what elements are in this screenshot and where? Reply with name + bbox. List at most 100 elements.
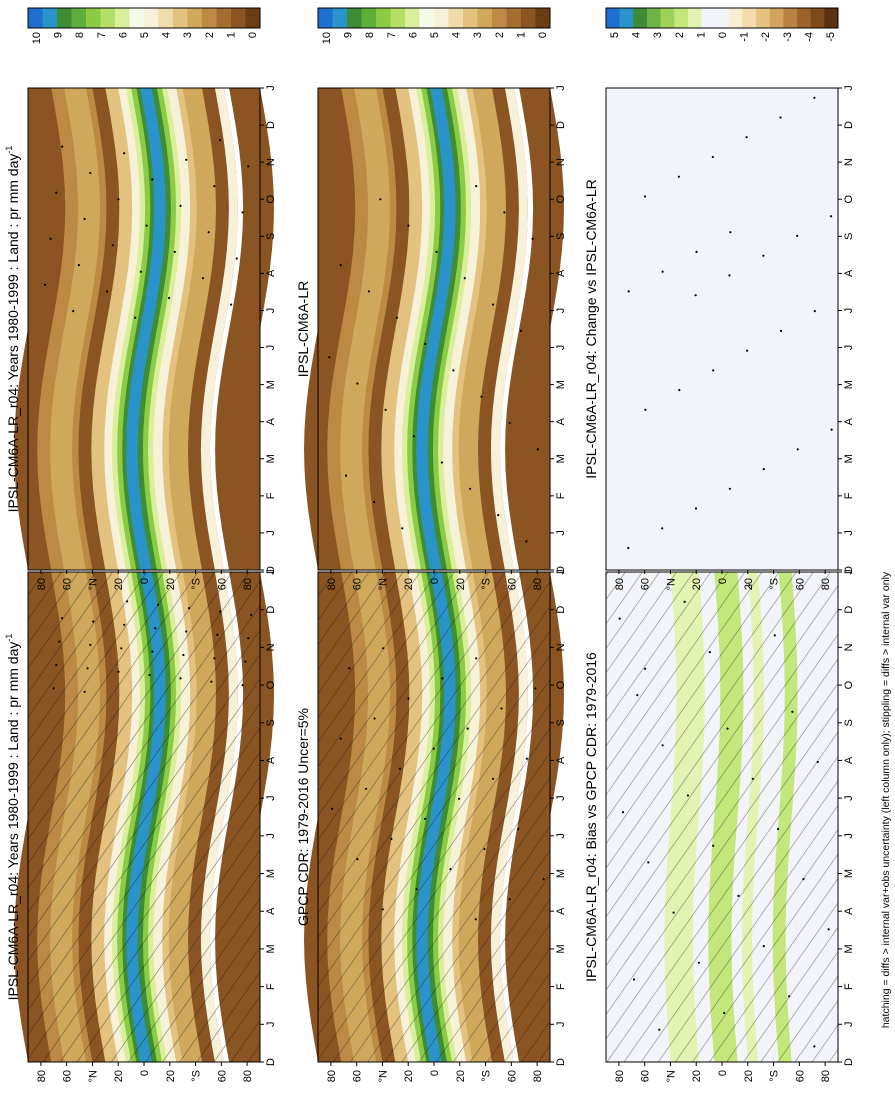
stipple-dot [728, 274, 731, 277]
month-tick-label: D [843, 1058, 855, 1066]
colorbar-tick-label: 2 [674, 32, 686, 38]
colorbar-swatch [715, 8, 730, 28]
month-tick-label: D [843, 606, 855, 614]
stipple-dot [230, 303, 233, 306]
colorbar-swatch [216, 8, 232, 28]
month-tick-label: D [265, 606, 277, 614]
stipple-dot [647, 861, 650, 864]
stipple-dot [382, 647, 385, 650]
stipple-dot [508, 898, 511, 901]
month-tick-label: A [555, 907, 567, 915]
colorbar-swatch [633, 8, 648, 28]
colorbar-swatch [187, 8, 203, 28]
lat-tick-label: 80 [532, 578, 544, 590]
stipple-dot [491, 777, 495, 780]
month-tick-label: O [265, 680, 277, 689]
stipple-dot [432, 747, 435, 750]
stipple-dot [686, 794, 690, 797]
heatmap-field [304, 88, 564, 570]
stipple-dot [480, 395, 483, 398]
colorbar-tick-label: 0 [717, 32, 729, 38]
stipple-dot [123, 152, 126, 155]
stipple-dot [474, 918, 477, 921]
stipple-dot [157, 603, 160, 606]
stipple-dot [207, 231, 210, 234]
stipple-dot [72, 310, 75, 313]
lat-tick-label: 60 [794, 1070, 806, 1082]
month-tick-label: N [555, 643, 567, 651]
stipple-dot [827, 928, 830, 931]
stipple-dot [697, 961, 701, 964]
stipple-dot [452, 369, 455, 372]
lat-tick-label: 80 [326, 578, 338, 590]
latitude-axis: 80 60 °N 20 0 20 °S 60 80 [36, 570, 254, 590]
month-tick-label: J [555, 569, 567, 575]
stipple-dot [139, 270, 142, 273]
colorbar-tick-label: 2 [494, 32, 506, 38]
lat-tick-label: °N [87, 1070, 99, 1082]
stipple-dot [339, 264, 342, 267]
colorbar-tick-label: 7 [386, 32, 398, 38]
lat-tick-label: 0 [717, 1070, 729, 1076]
month-tick-label: J [843, 1022, 855, 1028]
colorbar-tick-label: 6 [117, 32, 129, 38]
colorbar-tick-label: 3 [182, 32, 194, 38]
stipple-dot [117, 670, 120, 673]
stippling [328, 185, 539, 543]
lat-tick-label: 20 [113, 1070, 125, 1082]
stipple-dot [745, 136, 748, 139]
contour-band-8 [126, 88, 166, 570]
stipple-dot [525, 757, 528, 760]
month-tick-label: J [265, 530, 277, 536]
month-tick-label: D [265, 566, 277, 574]
latitude-axis: 80 60 °N 20 0 20 °S 60 80 [326, 570, 544, 590]
lat-tick-label: 20 [691, 578, 703, 590]
lat-tick-label: 60 [352, 1070, 364, 1082]
stipple-dot [618, 617, 621, 620]
stipple-dot [661, 270, 664, 273]
month-tick-label: N [843, 643, 855, 651]
stipple-dot [43, 283, 47, 286]
colorbar-tick-label: -3 [782, 32, 794, 42]
lat-tick-label: °N [665, 578, 677, 590]
month-tick-label: J [265, 308, 277, 314]
month-tick-label: A [265, 756, 277, 764]
stipple-dot [694, 507, 698, 510]
lat-tick-label: 20 [455, 1070, 467, 1082]
stipple-dot [542, 878, 545, 881]
stipple-dot [77, 264, 80, 267]
colorbar-swatch [347, 8, 362, 28]
colorbar-swatch [332, 8, 348, 28]
stipple-dot [111, 244, 114, 247]
month-tick-label: O [843, 680, 855, 689]
stipple-dot [92, 620, 95, 623]
month-tick-label: J [265, 833, 277, 839]
stipple-dot [61, 145, 64, 148]
colorbar-tick-label: -2 [760, 32, 772, 42]
colorbar-swatch [535, 8, 551, 28]
colorbar-swatch [769, 8, 784, 28]
lat-tick-label: 60 [506, 1070, 518, 1082]
stipple-dot [441, 677, 444, 680]
colorbar-swatch [477, 8, 493, 28]
colorbar-tick-label: 4 [631, 32, 643, 38]
stipple-dot [179, 204, 182, 207]
stipple-dot [677, 175, 681, 178]
stipple-dot [407, 224, 410, 227]
stipple-dot [241, 211, 244, 214]
stipple-dot [475, 185, 478, 188]
month-tick-label: A [555, 756, 567, 764]
contour-band-2 [340, 88, 390, 570]
colorbar-tick-label: 8 [74, 32, 86, 38]
stipple-dot [210, 680, 213, 683]
stipple-dot [154, 627, 157, 630]
lat-tick-label: 20 [691, 1070, 703, 1082]
colorbar-tick-label: 0 [537, 32, 549, 38]
stipple-dot [247, 637, 250, 640]
